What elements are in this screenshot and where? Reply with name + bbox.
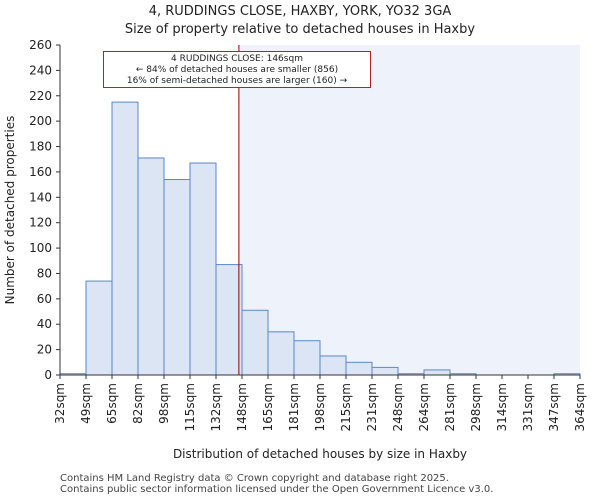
bar-165sqm [267,331,295,376]
bar-82sqm [137,157,165,376]
y-tick-label-120: 120 [29,216,52,230]
x-tick-label-231sqm: 231sqm [365,383,379,431]
x-tick-label-82sqm: 82sqm [131,383,145,424]
y-tick-label-140: 140 [29,190,52,204]
bar-49sqm [85,280,113,376]
y-tick-label-160: 160 [29,165,52,179]
y-tick-label-100: 100 [29,241,52,255]
bar-198sqm [319,355,347,376]
x-tick-label-264sqm: 264sqm [417,383,431,431]
annotation-line-2: ← 84% of detached houses are smaller (85… [135,65,339,75]
x-tick-label-132sqm: 132sqm [209,383,223,431]
footer-copyright: Contains HM Land Registry data © Crown c… [60,473,449,484]
x-tick-label-198sqm: 198sqm [313,383,327,431]
bar-132sqm [215,264,243,376]
y-tick-label-80: 80 [37,266,52,280]
chart-subtitle: Size of property relative to detached ho… [124,22,476,37]
x-tick-label-298sqm: 298sqm [469,383,483,431]
y-tick-label-240: 240 [29,63,52,77]
y-tick-label-220: 220 [29,89,52,103]
bar-231sqm [371,366,399,376]
x-tick-label-65sqm: 65sqm [105,383,119,424]
property-annotation-box: 4 RUDDINGS CLOSE: 146sqm ← 84% of detach… [103,51,371,88]
y-tick-label-0: 0 [44,368,52,382]
bar-264sqm [423,369,451,376]
bar-181sqm [293,340,321,376]
x-tick-label-115sqm: 115sqm [183,383,197,431]
annotation-line-3: 16% of semi-detached houses are larger (… [126,76,348,86]
y-axis-label: Number of detached properties [3,116,17,305]
x-tick-label-98sqm: 98sqm [157,383,171,424]
y-tick-label-260: 260 [29,38,52,52]
y-tick-label-200: 200 [29,114,52,128]
bar-115sqm [189,162,217,376]
x-tick-label-215sqm: 215sqm [339,383,353,431]
footer-licence: Contains public sector information licen… [60,484,494,495]
bar-148sqm [241,309,269,376]
bar-65sqm [111,101,139,376]
x-tick-label-49sqm: 49sqm [79,383,93,424]
x-tick-label-314sqm: 314sqm [495,383,509,431]
x-tick-label-165sqm: 165sqm [261,383,275,431]
x-tick-label-347sqm: 347sqm [547,383,561,431]
x-tick-label-331sqm: 331sqm [521,383,535,431]
x-tick-label-148sqm: 148sqm [235,383,249,431]
x-tick-label-248sqm: 248sqm [391,383,405,431]
x-tick-label-281sqm: 281sqm [443,383,457,431]
x-tick-label-32sqm: 32sqm [53,383,67,424]
y-tick-label-20: 20 [37,343,52,357]
x-axis-label: Distribution of detached houses by size … [173,447,467,461]
bar-98sqm [163,179,191,376]
larger-region-shade [238,45,580,375]
y-tick-label-40: 40 [37,317,52,331]
y-tick-label-180: 180 [29,140,52,154]
x-tick-label-181sqm: 181sqm [287,383,301,431]
annotation-line-1: 4 RUDDINGS CLOSE: 146sqm [171,54,303,64]
x-tick-label-364sqm: 364sqm [573,383,587,431]
chart-title: 4, RUDDINGS CLOSE, HAXBY, YORK, YO32 3GA [148,4,452,19]
y-tick-label-60: 60 [37,292,52,306]
bar-215sqm [345,361,373,376]
